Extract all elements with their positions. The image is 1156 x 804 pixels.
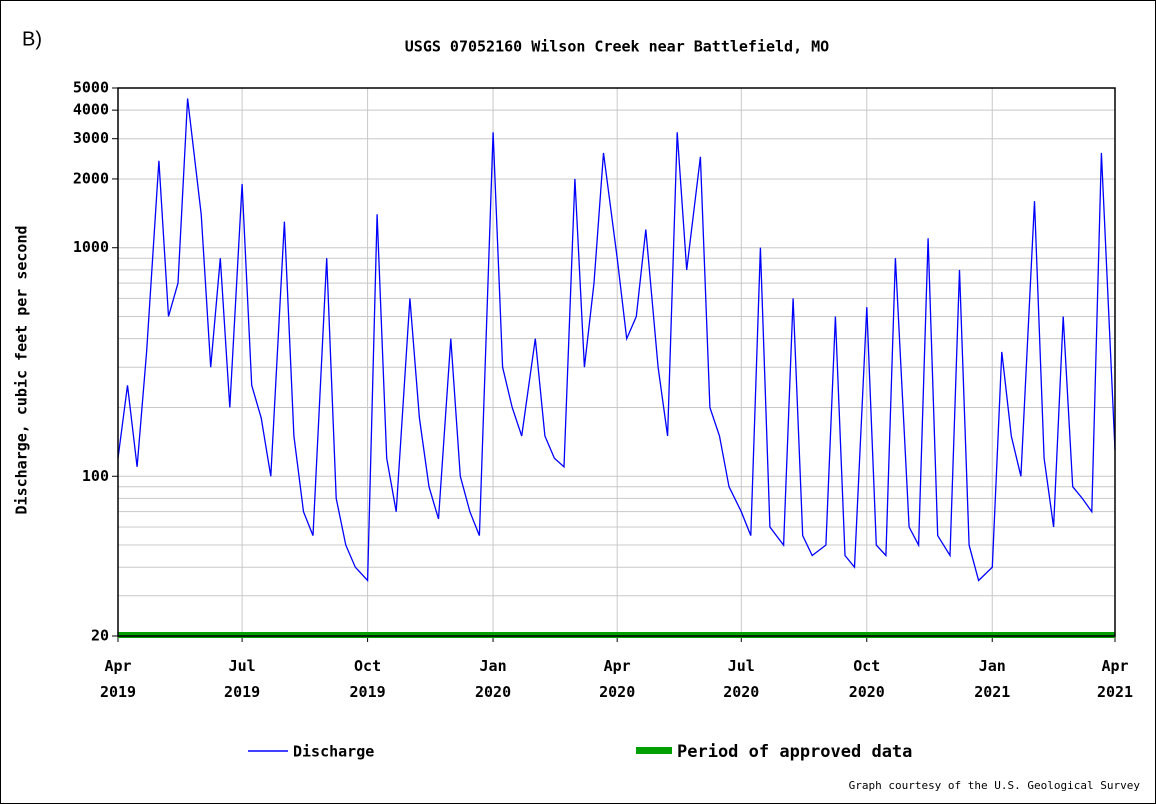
discharge-line	[117, 98, 1116, 583]
x-tick-label: Apr 2019	[100, 657, 136, 701]
x-tick-label: Jan 2021	[974, 657, 1010, 701]
y-tick-label: 20	[91, 627, 109, 645]
legend-swatch	[636, 747, 672, 754]
y-tick-label: 4000	[73, 101, 109, 119]
plot-frame	[117, 87, 1116, 637]
chart-title: USGS 07052160 Wilson Creek near Battlefi…	[405, 38, 829, 56]
x-tick-label: Jul 2020	[723, 657, 759, 701]
approved-period-bar	[118, 632, 1115, 638]
x-tick-label: Oct 2020	[849, 657, 885, 701]
y-tick-label: 100	[82, 467, 109, 485]
legend-label: Discharge	[293, 743, 374, 761]
credit: Graph courtesy of the U.S. Geological Su…	[849, 779, 1141, 792]
y-tick-label: 1000	[73, 238, 109, 256]
legend-label: Period of approved data	[677, 742, 912, 762]
x-tick-label: Apr 2021	[1097, 657, 1133, 701]
x-tick-label: Jul 2019	[224, 657, 260, 701]
x-tick-label: Oct 2019	[350, 657, 386, 701]
y-tick-label: 2000	[73, 169, 109, 187]
y-axis-label: Discharge, cubic feet per second	[13, 226, 31, 515]
panel-label: B)	[22, 28, 42, 50]
y-tick-label: 5000	[73, 79, 109, 97]
x-tick-label: Apr 2020	[599, 657, 635, 701]
x-tick-label: Jan 2020	[475, 657, 511, 701]
y-tick-label: 3000	[73, 129, 109, 147]
